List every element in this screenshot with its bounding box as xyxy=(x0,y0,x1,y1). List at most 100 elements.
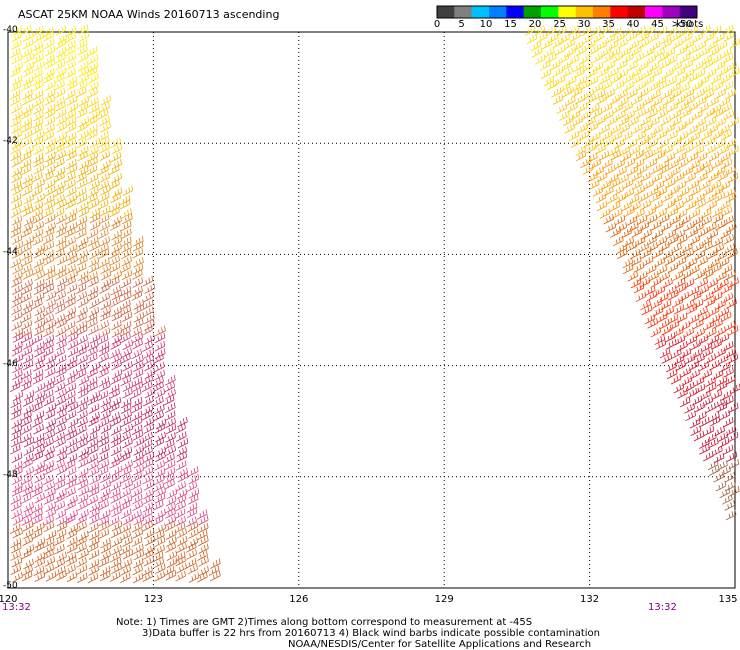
wind-barb xyxy=(714,397,725,409)
wind-barb xyxy=(56,488,67,500)
wind-barb xyxy=(97,199,109,210)
wind-barb xyxy=(729,67,740,78)
wind-barb xyxy=(665,228,677,240)
wind-barb xyxy=(77,236,89,247)
wind-barb xyxy=(56,403,68,414)
colorbar-segment xyxy=(506,6,525,18)
wind-barb xyxy=(622,178,634,189)
wind-barb xyxy=(539,60,551,71)
wind-barb xyxy=(154,369,166,381)
wind-barb xyxy=(76,312,87,323)
wind-barb xyxy=(688,179,700,191)
wind-barb xyxy=(133,465,145,476)
wind-barb xyxy=(692,32,703,44)
wind-barb xyxy=(727,431,739,443)
wind-barb xyxy=(166,557,178,568)
wind-barb xyxy=(34,319,46,330)
wind-barb xyxy=(565,46,577,58)
wind-barb xyxy=(719,487,731,499)
wind-barb xyxy=(164,479,175,490)
wind-barb xyxy=(705,402,716,414)
wind-barb xyxy=(144,334,156,345)
wind-barb xyxy=(710,180,722,191)
wind-barb xyxy=(710,54,722,65)
wind-barb xyxy=(120,565,131,576)
wind-barb xyxy=(109,411,120,423)
wind-barb xyxy=(709,411,720,423)
wind-barb xyxy=(667,262,679,273)
wind-barb xyxy=(11,53,23,65)
wind-barb xyxy=(599,123,610,135)
wind-barb xyxy=(621,201,632,212)
wind-barb xyxy=(65,60,77,71)
wind-barb xyxy=(715,299,726,310)
lon-tick-label: 135 xyxy=(718,594,738,605)
wind-barb xyxy=(607,40,619,51)
wind-barb xyxy=(111,243,122,254)
wind-barb xyxy=(164,473,175,484)
wind-barb xyxy=(111,159,122,170)
wind-barb xyxy=(613,80,625,91)
wind-barb xyxy=(585,116,596,127)
wind-barb xyxy=(56,138,67,149)
colorbar-segment xyxy=(489,6,507,18)
wind-barb xyxy=(683,68,695,79)
wind-barb xyxy=(32,481,43,493)
wind-barb xyxy=(647,242,658,253)
wind-barb xyxy=(66,283,78,294)
wind-barb xyxy=(10,144,21,155)
wind-barb-map xyxy=(7,24,740,589)
wind-barb xyxy=(23,145,34,156)
wind-barb xyxy=(686,257,698,268)
wind-barb xyxy=(65,311,76,323)
wind-barb xyxy=(32,171,43,183)
wind-barb xyxy=(45,270,56,281)
wind-barb xyxy=(705,144,716,156)
wind-barb xyxy=(676,208,688,220)
wind-barb xyxy=(11,418,23,429)
wind-barb xyxy=(593,137,605,148)
wind-barb xyxy=(618,173,629,185)
lat-tick-label: -44 xyxy=(3,247,18,258)
wind-barb xyxy=(12,61,23,73)
wind-barb xyxy=(43,474,54,486)
wind-barb xyxy=(631,94,643,106)
wind-barb xyxy=(11,103,22,114)
wind-barb xyxy=(34,178,45,190)
wind-barb xyxy=(603,136,615,148)
wind-barb xyxy=(55,366,67,378)
wind-barb xyxy=(663,94,675,106)
wind-barb xyxy=(695,117,706,128)
wind-barb xyxy=(120,473,131,484)
wind-barb xyxy=(664,178,676,189)
wind-barb xyxy=(98,556,110,568)
wind-barb xyxy=(705,68,717,79)
wind-barb xyxy=(21,305,33,316)
wind-barb xyxy=(56,521,68,532)
wind-barb xyxy=(154,332,166,344)
wind-barb xyxy=(163,565,175,577)
wind-barb xyxy=(111,289,123,301)
wind-barb xyxy=(87,87,98,99)
wind-barb xyxy=(613,138,625,150)
colorbar-tick-label: 15 xyxy=(504,19,517,30)
wind-barb xyxy=(133,312,145,323)
wind-barb xyxy=(165,417,176,429)
wind-barb xyxy=(562,67,573,78)
wind-barb xyxy=(22,521,34,532)
wind-barb xyxy=(712,158,723,169)
wind-barb xyxy=(600,46,611,58)
wind-barb xyxy=(154,348,166,359)
wind-barb xyxy=(660,221,672,232)
wind-barb xyxy=(702,241,713,252)
wind-barb xyxy=(88,324,99,336)
wind-barb xyxy=(21,122,33,133)
wind-barb xyxy=(12,340,23,352)
wind-barb xyxy=(675,283,687,295)
wind-barb xyxy=(21,201,33,213)
wind-barb xyxy=(22,38,34,50)
wind-barb xyxy=(131,509,142,521)
wind-barb xyxy=(65,116,77,127)
wind-barb xyxy=(65,306,77,317)
wind-barb xyxy=(583,88,595,100)
